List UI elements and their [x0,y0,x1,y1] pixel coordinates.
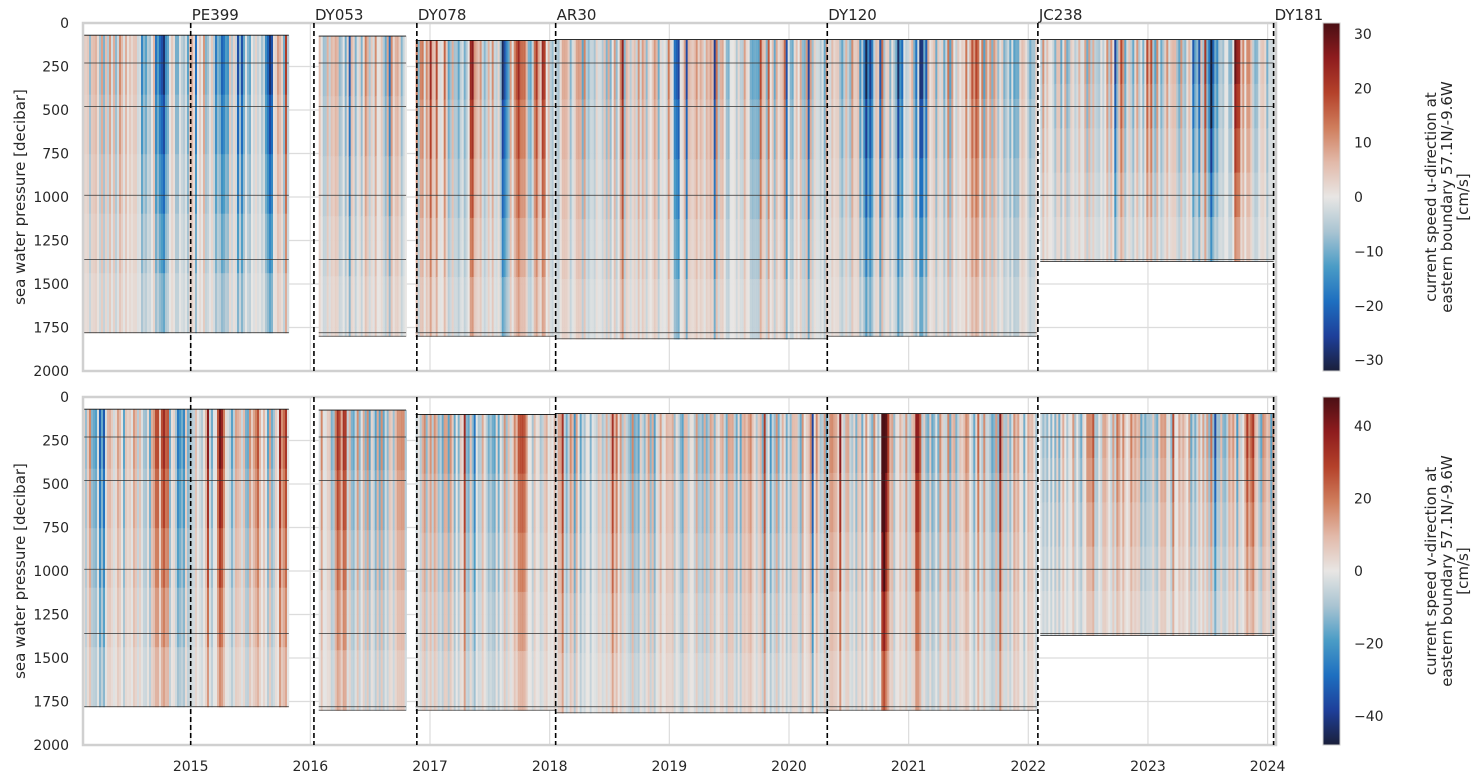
v-y-tick-label: 750 [42,521,69,537]
x-tick-label: 2020 [771,759,807,775]
u-colorbar-label-line-1: current speed u-direction at [1422,92,1440,302]
v-colorbar-label-line-1: current speed v-direction at [1422,467,1440,676]
cruise-label-pe399: PE399 [192,6,239,24]
v-colorbar-tick-label: −40 [1354,709,1384,725]
cruise-label-dy181: DY181 [1275,6,1324,24]
x-tick-label: 2023 [1130,759,1166,775]
u-colorbar-bar [1322,22,1341,372]
v-x-ticks: 2015 2016 2017 2018 2019 2020 2021 2022 2023 2024 [173,759,1286,775]
v-cruise-lines [189,397,1275,745]
u-y-tick-label: 1000 [33,190,69,206]
cruise-labels: PE399 DY053 DY078 AR30 DY120 JC238 DY181 [192,6,1323,24]
v-colorbar-tick-label: 0 [1354,564,1363,580]
u-colorbar-label-line-3: [cm/s] [1454,173,1472,220]
v-y-ticks: 0 250 500 750 1000 1250 1500 1750 2000 [33,390,69,754]
v-heatmap [83,408,1275,714]
u-colorbar-tick-label: −20 [1354,299,1384,315]
cruise-label-dy078: DY078 [418,6,467,24]
x-tick-label: 2018 [532,759,568,775]
u-y-tick-label: 1750 [33,321,69,337]
v-axes-frame [81,395,1278,747]
u-colorbar-tick-label: 30 [1354,27,1372,43]
u-y-tick-label: 250 [42,60,69,76]
v-y-tick-label: 250 [42,434,69,450]
v-colorbar-label: current speed v-direction at eastern bou… [1422,455,1472,687]
x-tick-label: 2016 [293,759,329,775]
u-heatmap [83,34,1275,340]
v-y-tick-label: 1500 [33,651,69,667]
u-y-tick-label: 1500 [33,277,69,293]
v-y-tick-label: 2000 [33,738,69,754]
v-y-axis-label: sea water pressure [decibar] [11,463,29,679]
u-colorbar: 30 20 10 0 −10 −20 −30 [1322,22,1384,372]
cruise-label-jc238: JC238 [1038,6,1083,24]
v-colorbar: 40 20 0 −20 −40 [1322,396,1384,746]
cruise-label-dy053: DY053 [315,6,364,24]
v-colorbar-tick-label: −20 [1354,637,1384,653]
u-y-tick-label: 0 [60,16,69,32]
x-tick-label: 2022 [1010,759,1046,775]
u-plot-area [81,21,1278,373]
v-y-tick-label: 500 [42,477,69,493]
u-colorbar-tick-label: 20 [1354,81,1372,97]
v-y-tick-label: 0 [60,390,69,406]
u-colorbar-tick-label: −30 [1354,353,1384,369]
x-tick-label: 2021 [891,759,927,775]
u-axes-frame [81,21,1278,373]
x-tick-label: 2024 [1250,759,1286,775]
u-colorbar-tick-label: −10 [1354,244,1384,260]
cruise-label-ar30: AR30 [557,6,597,24]
panel-u: 0 250 500 750 1000 1250 1500 1750 2000 sea water… [11,16,1472,380]
u-y-tick-label: 500 [42,103,69,119]
v-colorbar-tick-label: 40 [1354,419,1372,435]
x-tick-label: 2015 [173,759,209,775]
v-colorbar-bar [1322,396,1341,746]
v-y-tick-label: 1750 [33,695,69,711]
v-colorbar-label-line-2: eastern boundary 57.1N/-9.6W [1438,455,1456,687]
u-colorbar-tick-label: 10 [1354,136,1372,152]
u-y-tick-label: 2000 [33,364,69,380]
u-y-axis-label: sea water pressure [decibar] [11,89,29,305]
panel-v: 0 250 500 750 1000 1250 1500 1750 2000 sea water… [11,390,1472,775]
v-plot-area [81,395,1278,747]
u-y-tick-label: 750 [42,147,69,163]
u-colorbar-tick-label: 0 [1354,190,1363,206]
u-colorbar-label: current speed u-direction at eastern bou… [1422,81,1472,313]
v-y-tick-label: 1250 [33,608,69,624]
v-colorbar-label-line-3: [cm/s] [1454,547,1472,594]
u-cruise-lines [189,23,1275,371]
v-y-tick-label: 1000 [33,564,69,580]
cruise-label-dy120: DY120 [828,6,877,24]
u-colorbar-label-line-2: eastern boundary 57.1N/-9.6W [1438,81,1456,313]
x-tick-label: 2019 [652,759,688,775]
u-y-ticks: 0 250 500 750 1000 1250 1500 1750 2000 [33,16,69,380]
u-y-tick-label: 1250 [33,234,69,250]
v-colorbar-tick-label: 20 [1354,492,1372,508]
x-tick-label: 2017 [412,759,448,775]
